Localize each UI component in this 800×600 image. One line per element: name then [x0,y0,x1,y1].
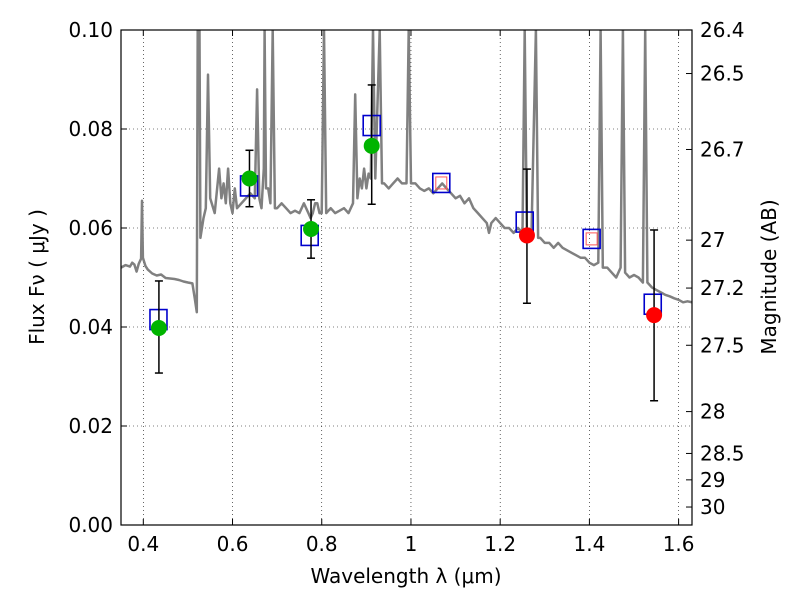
y-tick-label: 0.10 [68,18,113,42]
spectrum-line [121,30,692,314]
y2-tick-label: 29 [700,468,725,492]
y2-tick-label: 28.5 [700,441,745,465]
y-tick-label: 0.00 [68,513,113,537]
x-tick-label: 1.4 [573,532,605,556]
x-tick-label: 1 [405,532,418,556]
x-tick-label: 0.6 [217,532,249,556]
observed-flux-point [303,220,320,237]
observed-flux-point [150,319,167,336]
x-tick-label: 0.8 [306,532,338,556]
model-photometry-marker [582,228,601,250]
y2-tick-label: 30 [700,495,725,519]
y2-tick-label: 27.5 [700,333,745,357]
y-tick-label: 0.04 [68,315,113,339]
observed-flux-point [646,307,663,324]
y2-tick-label: 27.2 [700,276,745,300]
observed-flux-point [241,170,258,187]
y2-tick-label: 26.5 [700,62,745,86]
grid [121,29,692,526]
y2-tick-label: 26.4 [700,18,745,42]
y-tick-label: 0.06 [68,216,113,240]
y-tick-label: 0.02 [68,414,113,438]
model-photometry-marker [431,172,451,194]
x-tick-label: 0.4 [127,532,159,556]
y2-tick-label: 28 [700,400,725,424]
markers [149,84,663,402]
x-axis-label: Wavelength λ (μm) [310,564,501,588]
x-tick-label: 1.2 [484,532,516,556]
y2-tick-label: 27 [700,228,725,252]
axis-ticks: 0.4 0.6 0.8 1 1.2 1.4 1.6 0.00 0.02 0.04 0.06 0.08 0… [68,18,744,556]
upper-limit-marker [435,176,448,190]
plot-frame [120,29,693,526]
upper-limit-marker [585,232,598,246]
observed-flux-point [518,227,535,244]
y-axis-label: Flux Fν ( μJy ) [25,209,49,345]
observed-flux-point [363,137,380,154]
y-tick-label: 0.08 [68,117,113,141]
y2-axis-label: Magnitude (AB) [757,199,781,354]
x-tick-label: 1.6 [663,532,695,556]
model-spectrum [121,30,692,314]
y2-tick-label: 26.7 [700,137,745,161]
